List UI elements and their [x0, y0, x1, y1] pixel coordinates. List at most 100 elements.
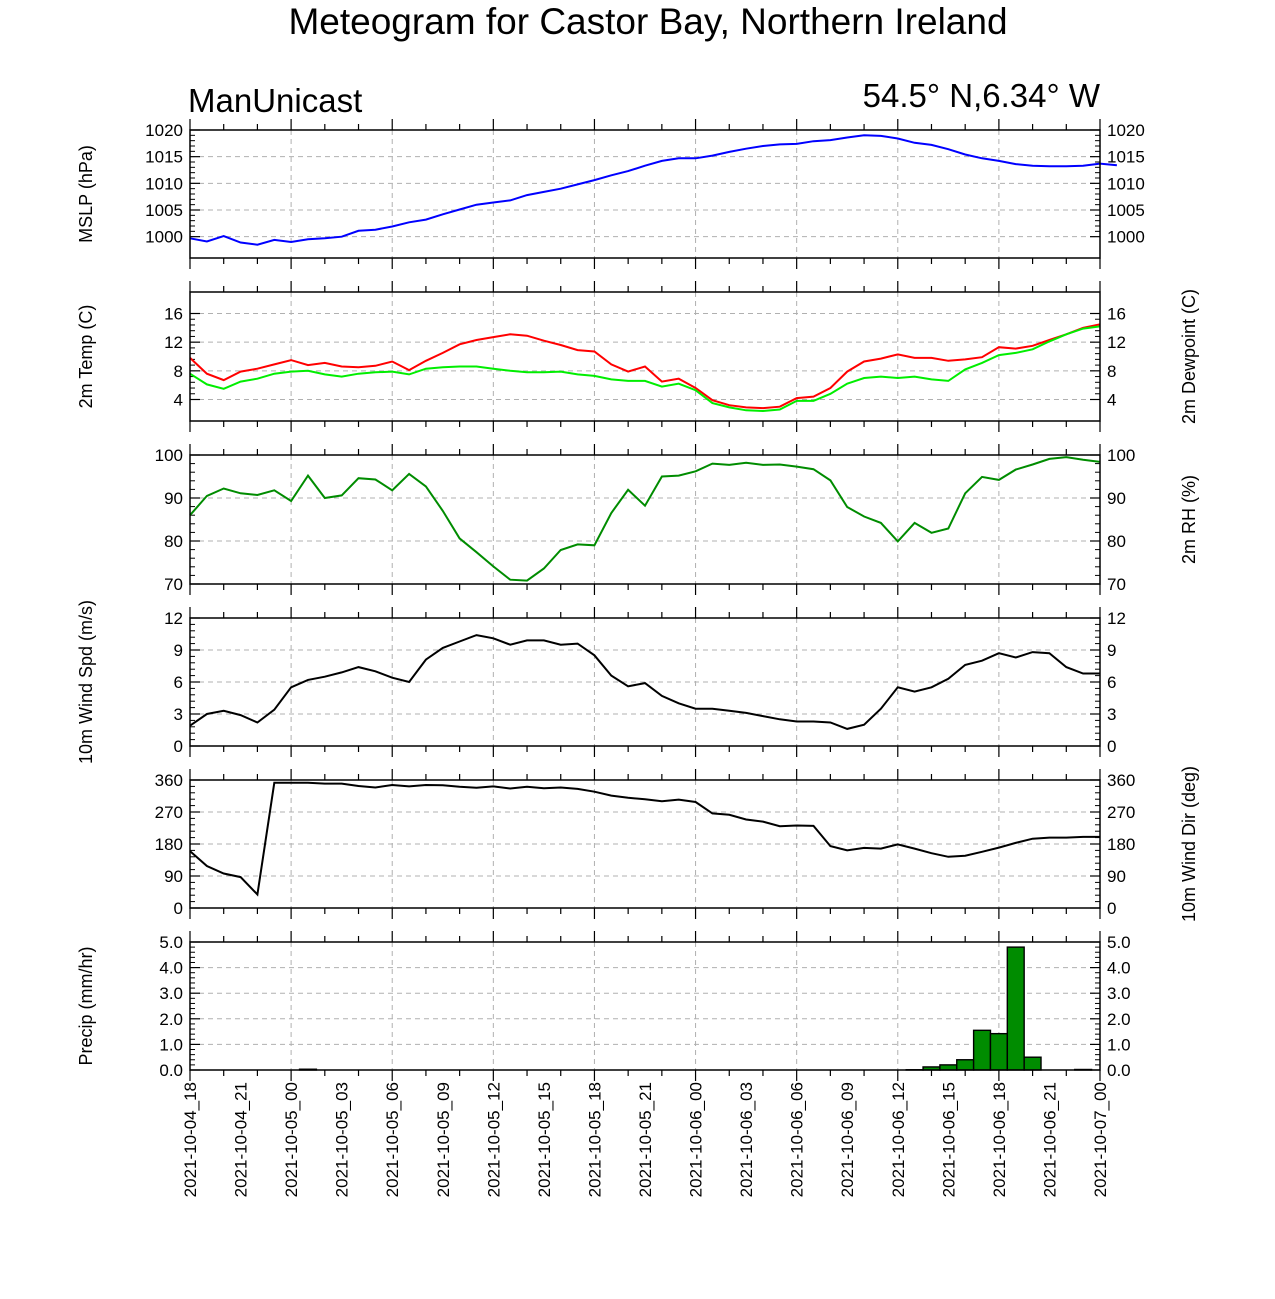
temperature-panel: 4 4 8 8 12 12 16 16 2m Temp (C) 2m Dewpoint (C): [76, 281, 1199, 432]
x-tick-labels: 2021-10-04_18 2021-10-04_21 2021-10-05_00 2…: [181, 1082, 1110, 1197]
humidity-y-tick-label-right: 90: [1107, 489, 1126, 508]
x-tick-label: 2021-10-06_06: [788, 1082, 807, 1197]
mslp-y-tick-label-right: 1000: [1107, 228, 1145, 247]
wind-speed-panel: 0 0 3 3 6 6 9 9 12 12 10m Wind Spd (m/s): [76, 600, 1126, 764]
wind-direction-y-tick-label-right: 270: [1107, 803, 1135, 822]
location-label: 54.5° N,6.34° W: [863, 77, 1101, 114]
mslp-panel: 1000 1000 1005 1005 1010 1010 1015 1015 1020 1020…: [76, 119, 1145, 269]
precip-frame: [189, 941, 1101, 1071]
wind-speed-y-tick-label-right: 12: [1107, 609, 1126, 628]
precip-panel: 0.0 0.0 1.0 1.0 2.0 2.0 3.0 3.0 4.0 4.0 5.0 5.0 Prec…: [76, 931, 1131, 1081]
humidity-y-tick-label-right: 70: [1107, 575, 1126, 594]
humidity-y-tick-label-left: 70: [164, 575, 183, 594]
mslp-y-tick-label-right: 1020: [1107, 121, 1145, 140]
temperature-y-tick-label-left: 8: [174, 362, 183, 381]
x-tick-label: 2021-10-05_00: [282, 1082, 301, 1197]
temperature-y-tick-label-right: 16: [1107, 305, 1126, 324]
precip-y-tick-label-right: 4.0: [1107, 959, 1131, 978]
wind-direction-y-tick-label-left: 270: [155, 803, 183, 822]
wind-direction-frame: [189, 779, 1101, 909]
precip-y-tick-label-right: 1.0: [1107, 1035, 1131, 1054]
wind-speed-y-tick-label-left: 12: [164, 609, 183, 628]
temperature-y-tick-label-left: 4: [174, 391, 183, 410]
x-tick-label: 2021-10-06_09: [838, 1082, 857, 1197]
precip-y-tick-label-right: 0.0: [1107, 1061, 1131, 1080]
wind-speed-frame: [189, 617, 1101, 747]
mslp-y-tick-label-left: 1015: [145, 148, 183, 167]
x-tick-label: 2021-10-06_12: [889, 1082, 908, 1197]
temperature-y-tick-label-left: 16: [164, 305, 183, 324]
x-tick-label: 2021-10-06_21: [1040, 1082, 1059, 1197]
x-tick-label: 2021-10-06_15: [939, 1082, 958, 1197]
mslp-y-tick-label-right: 1005: [1107, 201, 1145, 220]
x-tick-label: 2021-10-05_03: [333, 1082, 352, 1197]
humidity-panel: 70 70 80 80 90 90 100 100 2m RH (%): [155, 444, 1199, 595]
precip-y-tick-label-right: 3.0: [1107, 984, 1131, 1003]
wind-direction-y-tick-label-right: 360: [1107, 771, 1135, 790]
wind-speed-y-tick-label-right: 6: [1107, 673, 1116, 692]
precip-y-tick-label-left: 4.0: [159, 959, 183, 978]
x-tick-label: 2021-10-06_18: [990, 1082, 1009, 1197]
x-tick-label: 2021-10-05_18: [585, 1082, 604, 1197]
precip-y-tick-label-left: 1.0: [159, 1035, 183, 1054]
wind-direction-y-tick-label-left: 180: [155, 835, 183, 854]
wind-direction-panel: 0 0 90 90 180 180 270 270 360 360 10m Wind Dir (de…: [155, 766, 1199, 922]
precip-bar: [939, 1064, 958, 1071]
precip-y-tick-label-right: 5.0: [1107, 933, 1131, 952]
x-tick-label: 2021-10-05_09: [434, 1082, 453, 1197]
wind-direction-y-tick-label-right: 180: [1107, 835, 1135, 854]
model-label: ManUnicast: [188, 82, 362, 119]
x-tick-label: 2021-10-05_06: [383, 1082, 402, 1197]
mslp-y-tick-label-left: 1000: [145, 228, 183, 247]
wind-speed-y-label-left: 10m Wind Spd (m/s): [76, 600, 96, 764]
precip-y-label-left: Precip (mm/hr): [76, 946, 96, 1065]
wind-direction-y-tick-label-left: 0: [174, 899, 183, 918]
mslp-frame: [189, 129, 1101, 259]
wind-direction-y-tick-label-left: 90: [164, 867, 183, 886]
temperature-frame: [189, 291, 1101, 422]
precip-bar: [972, 1029, 992, 1071]
wind-speed-y-tick-label-left: 6: [174, 673, 183, 692]
precip-bar: [1023, 1056, 1042, 1071]
temperature-y-label-left: 2m Temp (C): [76, 305, 96, 409]
temperature-y-label-right: 2m Dewpoint (C): [1179, 289, 1199, 424]
wind-speed-series-line-0: [189, 634, 1100, 730]
mslp-y-tick-label-right: 1010: [1107, 174, 1145, 193]
humidity-y-tick-label-right: 80: [1107, 532, 1126, 551]
wind-direction-y-label-right: 10m Wind Dir (deg): [1179, 766, 1199, 922]
mslp-y-tick-label-right: 1015: [1107, 148, 1145, 167]
x-tick-label: 2021-10-05_21: [636, 1082, 655, 1197]
mslp-y-label-left: MSLP (hPa): [76, 145, 96, 243]
humidity-frame: [189, 454, 1101, 585]
temperature-y-tick-label-right: 12: [1107, 333, 1126, 352]
x-tick-label: 2021-10-05_12: [484, 1082, 503, 1197]
wind-speed-y-tick-label-left: 0: [174, 737, 183, 756]
wind-speed-y-tick-label-left: 9: [174, 641, 183, 660]
wind-direction-y-tick-label-right: 0: [1107, 899, 1116, 918]
wind-speed-y-tick-label-right: 9: [1107, 641, 1116, 660]
temperature-y-tick-label-right: 4: [1107, 391, 1116, 410]
temperature-y-tick-label-left: 12: [164, 333, 183, 352]
precip-bar: [956, 1059, 975, 1071]
chart-title: Meteogram for Castor Bay, Northern Irela…: [288, 1, 1007, 42]
precip-y-tick-label-left: 0.0: [159, 1061, 183, 1080]
mslp-series-line-0: [189, 134, 1117, 246]
wind-speed-y-tick-label-right: 0: [1107, 737, 1116, 756]
x-tick-label: 2021-10-07_00: [1091, 1082, 1110, 1197]
wind-direction-y-tick-label-left: 360: [155, 771, 183, 790]
precip-y-tick-label-right: 2.0: [1107, 1010, 1131, 1029]
x-tick-label: 2021-10-05_15: [535, 1082, 554, 1197]
humidity-y-tick-label-left: 80: [164, 532, 183, 551]
x-tick-label: 2021-10-06_03: [737, 1082, 756, 1197]
x-tick-label: 2021-10-06_00: [687, 1082, 706, 1197]
precip-y-tick-label-left: 2.0: [159, 1010, 183, 1029]
temperature-y-tick-label-right: 8: [1107, 362, 1116, 381]
humidity-series-line-0: [189, 456, 1101, 582]
x-tick-label: 2021-10-04_21: [232, 1082, 251, 1197]
mslp-y-tick-label-left: 1020: [145, 121, 183, 140]
wind-speed-y-tick-label-left: 3: [174, 705, 183, 724]
temperature-series-line-1: [189, 325, 1101, 413]
wind-speed-y-tick-label-right: 3: [1107, 705, 1116, 724]
